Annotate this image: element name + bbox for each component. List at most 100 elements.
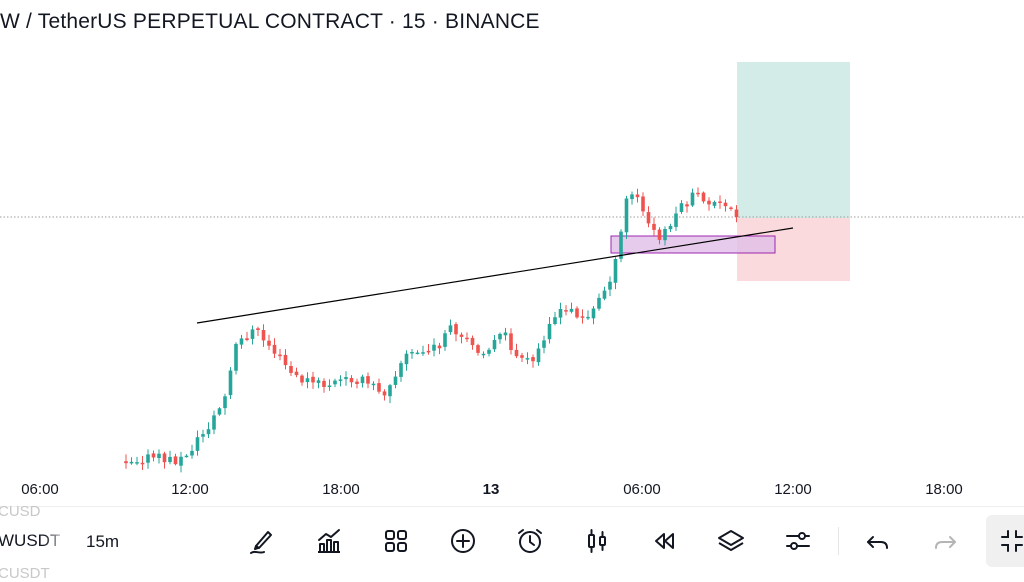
candle-down <box>564 310 568 312</box>
candle-down <box>575 308 579 318</box>
candle-down <box>355 381 359 384</box>
candle-down <box>685 204 689 207</box>
candle-up <box>217 408 222 415</box>
candle-down <box>162 453 167 463</box>
candle-up <box>360 376 365 384</box>
alarm-icon[interactable] <box>512 523 548 559</box>
candle-up <box>184 455 189 458</box>
x-tick-label: 12:00 <box>171 481 209 498</box>
candle-up <box>608 281 612 290</box>
candle-up <box>228 370 233 396</box>
candle-down <box>635 194 640 198</box>
candle-down <box>294 371 299 376</box>
candle-up <box>234 343 238 371</box>
layers-icon[interactable] <box>713 523 749 559</box>
candle-down <box>729 207 733 209</box>
bottom-toolbar: CUSD WUSDT CUSDT 15m <box>0 503 1024 582</box>
candle-up <box>421 352 425 354</box>
candle-down <box>261 330 266 341</box>
candle-down <box>245 338 249 340</box>
candle-up <box>135 462 139 464</box>
candle-down <box>657 229 662 240</box>
candle-down <box>476 345 480 353</box>
redo-icon[interactable] <box>927 523 963 559</box>
candle-down <box>509 333 513 350</box>
candle-down <box>377 383 381 392</box>
x-axis: 06:00 12:00 18:00 13 06:00 12:00 18:00 <box>21 481 963 498</box>
candle-down <box>300 375 304 383</box>
candle-down <box>437 345 442 349</box>
candle-up <box>630 194 634 200</box>
sliders-icon[interactable] <box>780 523 816 559</box>
candle-up <box>525 358 530 360</box>
chart-title: W / TetherUS PERPETUAL CONTRACT · 15 · B… <box>0 10 540 33</box>
candle-up <box>344 377 348 380</box>
candle-up <box>668 225 673 230</box>
candle-up <box>674 213 678 227</box>
candle-up <box>410 352 414 354</box>
candle-down <box>366 376 370 384</box>
candle-down <box>718 201 722 203</box>
candle-down <box>311 376 315 383</box>
candle-up <box>536 348 541 363</box>
candles-group <box>124 187 739 473</box>
candle-down <box>514 349 519 357</box>
candle-up <box>157 453 161 458</box>
x-tick-label: 18:00 <box>322 481 360 498</box>
candle-up <box>399 363 403 377</box>
candles-icon[interactable] <box>579 523 615 559</box>
candle-up <box>547 323 552 340</box>
fullscreen-icon[interactable] <box>994 523 1024 559</box>
candle-up <box>586 316 590 319</box>
grid-icon[interactable] <box>378 523 414 559</box>
candle-up <box>327 385 332 387</box>
candle-up <box>190 450 194 456</box>
candle-up <box>498 333 502 340</box>
candle-down <box>289 366 293 373</box>
candle-up <box>602 290 607 299</box>
candle-up <box>195 437 200 451</box>
pen-icon[interactable] <box>244 523 280 559</box>
position-target-zone[interactable] <box>737 62 850 218</box>
candle-up <box>201 434 205 437</box>
candle-down <box>459 334 464 337</box>
symbol-next[interactable]: CUSDT <box>0 565 50 582</box>
candle-up <box>690 192 695 206</box>
candle-up <box>481 353 486 356</box>
candle-up <box>553 317 557 324</box>
candle-down <box>652 223 656 230</box>
candle-up <box>591 308 596 319</box>
candle-up <box>393 376 398 385</box>
candle-down <box>349 378 354 383</box>
candle-up <box>146 454 150 463</box>
undo-icon[interactable] <box>860 523 896 559</box>
candle-down <box>426 350 431 353</box>
x-tick-label: 13 <box>483 481 500 498</box>
chart-canvas[interactable]: 06:00 12:00 18:00 13 06:00 12:00 18:00 <box>0 0 1024 506</box>
toolbar-separator <box>838 527 839 555</box>
candle-down <box>520 355 524 358</box>
fullscreen-button-bg <box>986 515 1024 567</box>
chart-bars-icon[interactable] <box>311 523 347 559</box>
candle-up <box>624 198 629 233</box>
symbol-prev[interactable]: CUSD <box>0 503 41 520</box>
candle-down <box>723 202 728 207</box>
trendline[interactable] <box>196 227 794 324</box>
candle-up <box>487 349 491 354</box>
candle-up <box>619 231 623 259</box>
candle-up <box>415 352 420 355</box>
candle-up <box>679 203 684 212</box>
symbol-fade <box>44 531 68 553</box>
candle-down <box>454 324 458 335</box>
plus-circle-icon[interactable] <box>445 523 481 559</box>
candle-up <box>388 385 392 397</box>
candle-up <box>305 378 310 383</box>
candle-down <box>267 340 271 346</box>
candle-up <box>503 332 508 336</box>
candle-down <box>465 337 469 340</box>
interval-selector[interactable]: 15m <box>86 532 120 551</box>
rewind-icon[interactable] <box>646 523 682 559</box>
candle-down <box>124 461 128 464</box>
candle-up <box>712 202 717 206</box>
candle-down <box>322 380 326 387</box>
